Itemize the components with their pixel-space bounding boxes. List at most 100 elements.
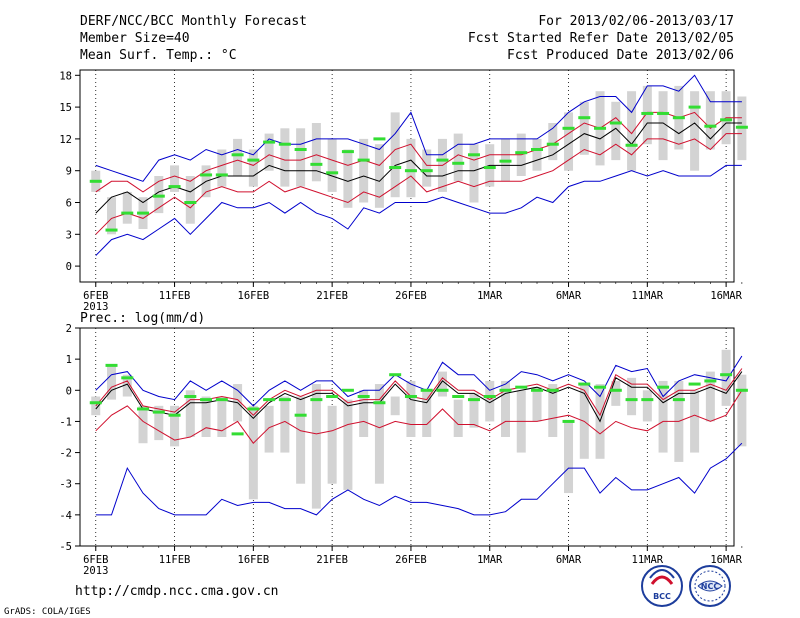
- prec-range-box: [122, 374, 132, 397]
- prec-range-box: [406, 380, 416, 437]
- temp-observed-marker: [168, 185, 181, 189]
- prec-observed-marker: [531, 388, 544, 392]
- temp-range-box: [532, 138, 542, 171]
- temp-observed-marker: [215, 173, 228, 177]
- temp-ytick-label: 12: [59, 134, 72, 146]
- prec-range-box: [564, 421, 574, 494]
- prec-xtick-label: 11MAR: [632, 554, 664, 566]
- temp-observed-marker: [483, 166, 496, 170]
- prec-observed-marker: [657, 385, 670, 389]
- temp-ytick-label: 3: [66, 229, 72, 241]
- temp-ytick-label: 18: [59, 70, 72, 82]
- temp-range-box: [185, 176, 195, 224]
- temp-range-box: [264, 133, 274, 171]
- prec-xtick-label: 16FEB: [238, 554, 270, 566]
- temp-observed-marker: [184, 201, 197, 204]
- prec-observed-marker: [578, 382, 591, 386]
- prec-observed-marker: [672, 398, 685, 402]
- temp-observed-marker: [263, 140, 276, 144]
- prec-observed-marker: [247, 407, 260, 411]
- prec-outer-high-line: [95, 355, 743, 407]
- prec-observed-marker: [594, 385, 607, 389]
- prec-observed-marker: [263, 398, 276, 402]
- temp-range-box: [296, 128, 306, 187]
- temp-range-box: [469, 144, 479, 203]
- temp-range-box: [107, 197, 117, 235]
- prec-range-box: [453, 399, 463, 437]
- prec-range-box: [185, 390, 195, 437]
- temperature-panel: 0 3 6 9 12 15 18 6FEB 11FEB 16FEB 21FEB 26FEB 1MAR 6M…: [59, 69, 748, 313]
- temp-outer-high-line: [95, 74, 742, 182]
- prec-range-box: [390, 396, 400, 416]
- prec-observed-marker: [389, 373, 402, 377]
- prec-observed-marker: [499, 388, 512, 392]
- header-title: DERF/NCC/BCC Monthly Forecast: [80, 14, 307, 29]
- temp-observed-marker: [625, 143, 638, 147]
- prec-ytick-label: -3: [59, 479, 72, 491]
- temp-range-box: [122, 191, 132, 224]
- prec-observed-marker: [641, 398, 654, 402]
- footer-url[interactable]: http://cmdp.ncc.cma.gov.cn: [75, 584, 279, 599]
- prec-range-box: [737, 374, 747, 447]
- temp-observed-marker: [105, 228, 118, 232]
- temp-median-line: [95, 122, 742, 214]
- temp-observed-marker: [420, 169, 433, 173]
- prec-range-box: [359, 390, 369, 437]
- prec-ytick-label: 0: [66, 385, 72, 397]
- temp-xtick-label: 11FEB: [159, 290, 191, 302]
- prec-outer-low-line: [95, 442, 743, 516]
- temp-observed-marker: [609, 121, 622, 125]
- prec-xtick-label: 6FEB: [83, 554, 108, 566]
- prec-range-box: [248, 405, 258, 500]
- prec-observed-marker: [720, 373, 733, 377]
- header-produced-date: Fcst Produced Date 2013/02/06: [507, 48, 734, 63]
- temp-observed-marker: [735, 125, 748, 129]
- header-start-date: Fcst Started Refer Date 2013/02/05: [468, 31, 734, 46]
- prec-observed-marker: [89, 401, 102, 405]
- prec-xtick-label: 1MAR: [477, 554, 503, 566]
- temp-observed-marker: [499, 159, 512, 163]
- prec-range-box: [296, 396, 306, 484]
- temp-inner-low-line: [95, 133, 742, 235]
- prec-range-box: [107, 365, 117, 400]
- prec-observed-marker: [609, 388, 622, 392]
- prec-observed-marker: [105, 363, 118, 367]
- temp-range-box: [579, 101, 589, 155]
- bcc-logo-text: BCC: [653, 592, 671, 601]
- temp-year-label: 2013: [83, 301, 108, 313]
- prec-observed-marker: [467, 398, 480, 402]
- temp-observed-marker: [389, 166, 402, 170]
- temp-plot-frame: [79, 69, 735, 283]
- temp-range-box: [406, 138, 416, 198]
- prec-range-box: [500, 380, 510, 437]
- prec-range-box: [264, 405, 274, 453]
- temp-range-box: [658, 91, 668, 161]
- precip-panel-label: Prec.: log(mm/d): [80, 311, 205, 326]
- prec-observed-marker: [200, 398, 213, 402]
- temp-observed-marker: [436, 158, 449, 162]
- prec-ytick-label: -2: [59, 448, 72, 460]
- prec-ytick-label: -1: [59, 416, 72, 428]
- prec-observed-marker: [357, 395, 370, 399]
- prec-range-box: [690, 390, 700, 453]
- prec-range-box: [422, 390, 432, 437]
- prec-range-box: [343, 399, 353, 490]
- prec-xtick-label: 6MAR: [556, 554, 582, 566]
- temp-range-box: [564, 112, 574, 171]
- prec-median-line: [95, 371, 743, 423]
- header-member-size: Member Size=40: [80, 31, 190, 46]
- temp-observed-marker: [278, 142, 291, 146]
- temp-observed-marker: [357, 158, 370, 162]
- temp-observed-marker: [452, 161, 465, 165]
- temp-range-box: [390, 112, 400, 198]
- temp-observed-marker: [467, 153, 480, 157]
- temp-observed-marker: [641, 111, 654, 115]
- temp-outer-low-line: [95, 164, 742, 256]
- temp-observed-marker: [231, 153, 244, 157]
- temp-range-box: [170, 165, 180, 192]
- prec-observed-marker: [625, 398, 638, 402]
- temp-observed-marker: [310, 162, 323, 166]
- prec-range-box: [469, 393, 479, 428]
- temp-observed-marker: [247, 158, 260, 162]
